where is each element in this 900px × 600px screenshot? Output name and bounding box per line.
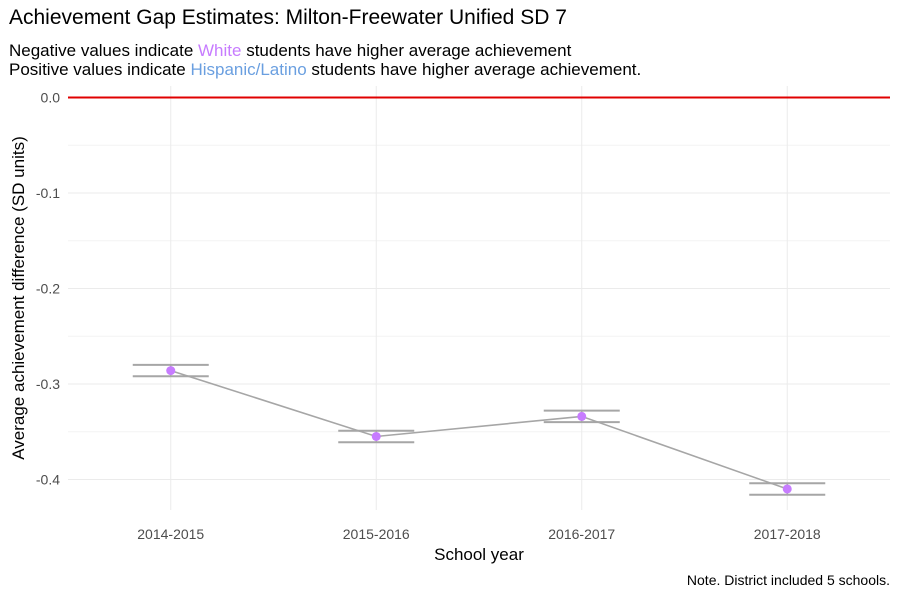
subtitle-line-1-highlight: White — [198, 41, 242, 60]
x-tick-label-2: 2016-2017 — [548, 526, 615, 542]
subtitle-line-1: Negative values indicate White students … — [9, 41, 571, 60]
x-tick-label-1: 2015-2016 — [343, 526, 410, 542]
y-tick-label-0: 0.0 — [41, 89, 61, 105]
data-point-2 — [577, 411, 587, 421]
subtitle-line-2-after: students have higher average achievement… — [306, 60, 642, 79]
y-tick-label-3: -0.3 — [36, 376, 60, 392]
chart-note: Note. District included 5 schools. — [686, 572, 890, 588]
y-tick-label-2: -0.2 — [36, 280, 60, 296]
series-line — [170, 369, 788, 490]
x-tick-label-0: 2014-2015 — [137, 526, 204, 542]
subtitle-line-2: Positive values indicate Hispanic/Latino… — [9, 60, 641, 79]
x-axis-title: School year — [434, 545, 524, 564]
subtitle-line-2-before: Positive values indicate — [9, 60, 191, 79]
subtitle-line-2-highlight: Hispanic/Latino — [190, 60, 307, 79]
y-tick-label-4: -0.4 — [36, 471, 60, 487]
x-tick-label-3: 2017-2018 — [754, 526, 821, 542]
subtitle-line-1-before: Negative values indicate — [9, 41, 199, 60]
subtitle-line-1-after: students have higher average achievement — [241, 41, 572, 60]
data-point-0 — [166, 366, 176, 376]
y-axis-title: Average achievement difference (SD units… — [9, 136, 28, 460]
y-tick-label-1: -0.1 — [36, 185, 60, 201]
chart-title: Achievement Gap Estimates: Milton-Freewa… — [9, 6, 567, 29]
data-point-1 — [371, 431, 381, 441]
data-point-3 — [782, 484, 792, 494]
